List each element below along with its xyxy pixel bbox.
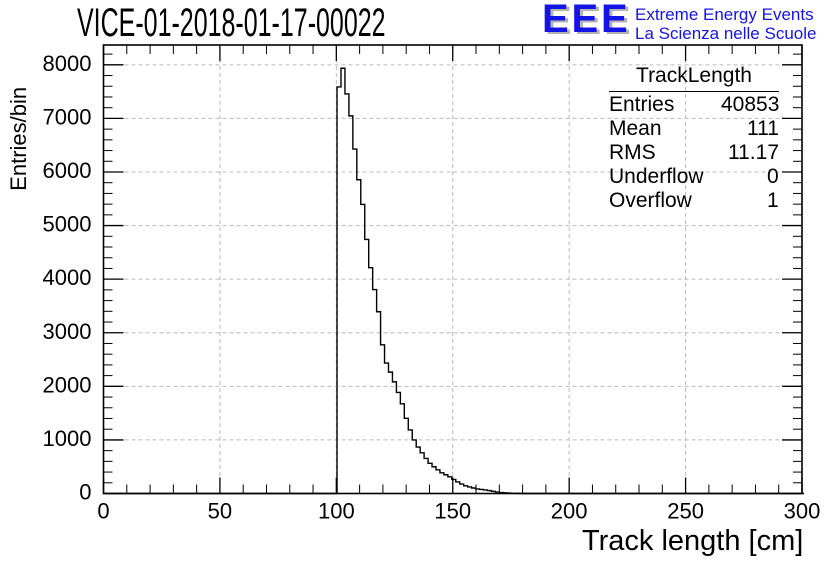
svg-text:250: 250 [667,499,704,524]
svg-text:50: 50 [208,499,232,524]
svg-text:150: 150 [434,499,471,524]
svg-text:E: E [601,0,628,41]
svg-text:E: E [542,0,569,41]
svg-text:100: 100 [318,499,355,524]
svg-text:0: 0 [79,480,91,505]
svg-text:7000: 7000 [43,104,92,129]
svg-text:8000: 8000 [43,51,92,76]
svg-text:6000: 6000 [43,158,92,183]
svg-text:3000: 3000 [43,319,92,344]
svg-text:200: 200 [551,499,588,524]
svg-text:5000: 5000 [43,212,92,237]
svg-text:0: 0 [97,499,109,524]
svg-text:1000: 1000 [43,426,92,451]
svg-text:4000: 4000 [43,265,92,290]
svg-text:E: E [572,0,599,41]
svg-text:300: 300 [784,499,821,524]
svg-text:2000: 2000 [43,372,92,397]
